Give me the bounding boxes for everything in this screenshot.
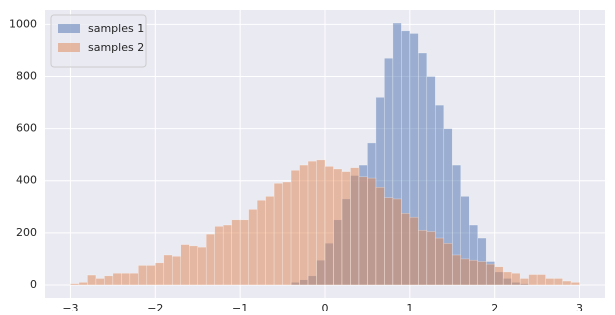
bar <box>401 213 411 286</box>
legend-label: samples 2 <box>88 41 144 54</box>
bar <box>248 209 258 286</box>
bar <box>146 265 156 286</box>
bar <box>121 272 131 286</box>
bar <box>341 171 351 286</box>
bar <box>409 216 419 286</box>
bar <box>205 233 215 286</box>
y-tick-label: 0 <box>30 278 37 291</box>
x-tick-label: −1 <box>232 302 248 311</box>
bar <box>299 164 309 286</box>
y-tick-label: 1000 <box>9 17 37 30</box>
bar <box>553 278 563 286</box>
y-tick-label: 800 <box>16 69 37 82</box>
bar <box>180 244 190 286</box>
x-tick-label: −2 <box>147 302 163 311</box>
bar <box>545 278 555 286</box>
bar <box>418 229 428 286</box>
bar <box>172 256 182 286</box>
bar <box>570 282 580 286</box>
bar <box>375 186 385 286</box>
bar <box>265 196 275 286</box>
bar <box>197 246 207 286</box>
bar <box>188 245 198 286</box>
bar <box>95 278 105 286</box>
bar <box>443 243 453 286</box>
bar <box>333 168 343 286</box>
bar <box>536 274 546 286</box>
bar <box>78 282 88 286</box>
bar <box>222 224 232 286</box>
legend-swatch <box>58 43 80 52</box>
bar <box>562 280 572 286</box>
bar <box>468 259 478 286</box>
bar <box>460 258 470 286</box>
x-tick-label: 0 <box>322 302 329 311</box>
bar <box>485 263 495 286</box>
bar <box>231 219 241 286</box>
bar <box>138 265 148 286</box>
bar <box>358 176 368 286</box>
bar <box>70 283 80 286</box>
bar <box>290 170 300 286</box>
x-tick-label: 3 <box>576 302 583 311</box>
bar <box>367 177 377 286</box>
bar <box>214 226 224 286</box>
bar <box>452 254 462 286</box>
bar <box>316 159 326 286</box>
bar <box>324 166 334 286</box>
legend-swatch <box>58 24 80 33</box>
bar <box>163 254 173 286</box>
bar <box>350 167 360 286</box>
bar <box>392 198 402 286</box>
y-tick-label: 200 <box>16 226 37 239</box>
y-tick-label: 600 <box>16 122 37 135</box>
bar <box>528 274 538 286</box>
legend-label: samples 1 <box>88 22 144 35</box>
bar <box>273 183 283 286</box>
bar <box>307 160 317 286</box>
bar <box>239 219 249 286</box>
bar <box>511 272 521 286</box>
x-tick-label: −3 <box>62 302 78 311</box>
bar <box>87 274 97 286</box>
bar <box>435 237 445 286</box>
y-tick-label: 400 <box>16 174 37 187</box>
bar <box>104 275 114 286</box>
bar <box>129 272 139 286</box>
bar <box>477 261 487 286</box>
bar <box>494 266 504 286</box>
x-tick-label: 2 <box>491 302 498 311</box>
bar <box>519 278 529 286</box>
bar <box>256 200 266 286</box>
x-tick-label: 1 <box>406 302 413 311</box>
bar <box>384 197 394 286</box>
bar <box>282 181 292 286</box>
bar <box>502 271 512 286</box>
bar <box>426 231 436 286</box>
bar <box>155 262 165 286</box>
bar <box>112 272 122 286</box>
